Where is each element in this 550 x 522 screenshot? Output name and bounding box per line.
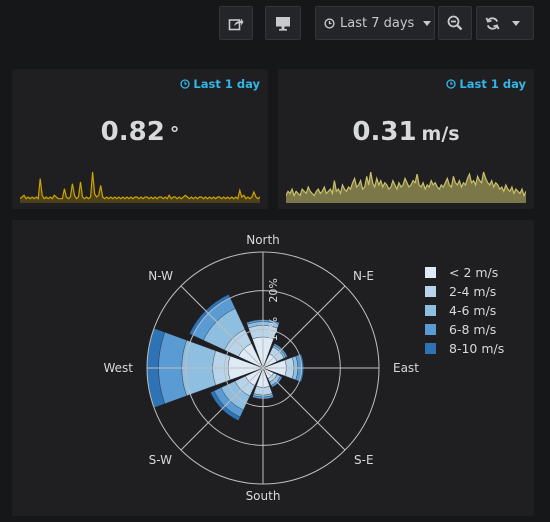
legend-item[interactable]: 6-8 m/s	[425, 320, 504, 339]
refresh-interval-dropdown-icon[interactable]	[512, 20, 520, 26]
legend-label: 4-6 m/s	[449, 303, 497, 318]
zoom-out-button[interactable]	[438, 6, 472, 40]
legend-swatch	[425, 305, 436, 316]
windrose-spoke	[180, 285, 264, 369]
time-info-label: Last 1 day	[193, 77, 260, 91]
clock-icon	[324, 17, 335, 29]
legend-label: 2-4 m/s	[449, 284, 497, 299]
legend-item[interactable]: 2-4 m/s	[425, 282, 504, 301]
sparkline-line	[20, 171, 260, 200]
clock-icon	[180, 79, 191, 89]
legend-swatch	[425, 324, 436, 335]
share-icon	[228, 18, 244, 30]
windrose-spoke	[180, 367, 264, 451]
legend-item[interactable]: < 2 m/s	[425, 263, 504, 282]
sparkline-area	[20, 172, 260, 203]
direction-label: West	[103, 361, 133, 375]
legend-swatch	[425, 343, 436, 354]
stat-number: 0.82	[100, 117, 165, 147]
panel-time-info: Last 1 day	[446, 77, 526, 91]
stat-unit: m/s	[421, 123, 460, 145]
windrose-spoke	[262, 285, 346, 369]
direction-label: S-E	[354, 453, 374, 467]
legend-item[interactable]: 4-6 m/s	[425, 301, 504, 320]
clock-icon	[446, 79, 457, 89]
ring-label: 10%	[267, 317, 280, 341]
legend-label: 6-8 m/s	[449, 322, 497, 337]
singlestat-panel-direction: Last 1 day 0.82 °	[12, 69, 268, 209]
legend-label: 8-10 m/s	[449, 341, 505, 356]
sparkline	[20, 171, 260, 203]
direction-label: North	[246, 233, 280, 247]
refresh-button[interactable]	[476, 6, 534, 40]
sparkline	[286, 171, 526, 203]
stat-number: 0.31	[352, 117, 417, 147]
time-range-picker[interactable]: Last 7 days	[315, 6, 435, 40]
direction-label: N-W	[148, 269, 173, 283]
stat-value: 0.31 m/s	[278, 117, 534, 147]
dashboard-toolbar: Last 7 days	[0, 0, 550, 52]
legend-swatch	[425, 286, 436, 297]
tv-mode-button[interactable]	[265, 6, 301, 40]
stat-unit: °	[169, 123, 180, 145]
singlestat-panel-speed: Last 1 day 0.31 m/s	[278, 69, 534, 209]
legend-label: < 2 m/s	[449, 265, 499, 280]
sparkline-area	[286, 172, 526, 203]
refresh-icon	[485, 16, 500, 30]
time-info-label: Last 1 day	[459, 77, 526, 91]
ring-label: 20%	[267, 278, 280, 302]
time-range-label: Last 7 days	[340, 15, 415, 31]
sparkline-line	[286, 171, 526, 198]
windrose-chart: North N-E East S-E South S-W West N-W 10% 20%	[103, 233, 419, 503]
direction-label: S-W	[149, 453, 172, 467]
windrose-legend: < 2 m/s 2-4 m/s 4-6 m/s 6-8 m/s 8-10 m/s	[425, 263, 504, 358]
direction-label: East	[393, 361, 419, 375]
windrose-panel: North N-E East S-E South S-W West N-W 10% 20% < 2…	[12, 220, 534, 516]
legend-swatch	[425, 267, 436, 278]
direction-label: South	[246, 489, 281, 503]
chevron-down-icon	[423, 20, 432, 26]
panel-time-info: Last 1 day	[180, 77, 260, 91]
legend-item[interactable]: 8-10 m/s	[425, 339, 504, 358]
share-button[interactable]	[219, 6, 253, 40]
zoom-out-icon	[447, 15, 463, 31]
windrose-spoke	[262, 367, 346, 451]
monitor-icon	[276, 16, 290, 31]
direction-label: N-E	[353, 269, 374, 283]
stat-value: 0.82 °	[12, 117, 268, 147]
